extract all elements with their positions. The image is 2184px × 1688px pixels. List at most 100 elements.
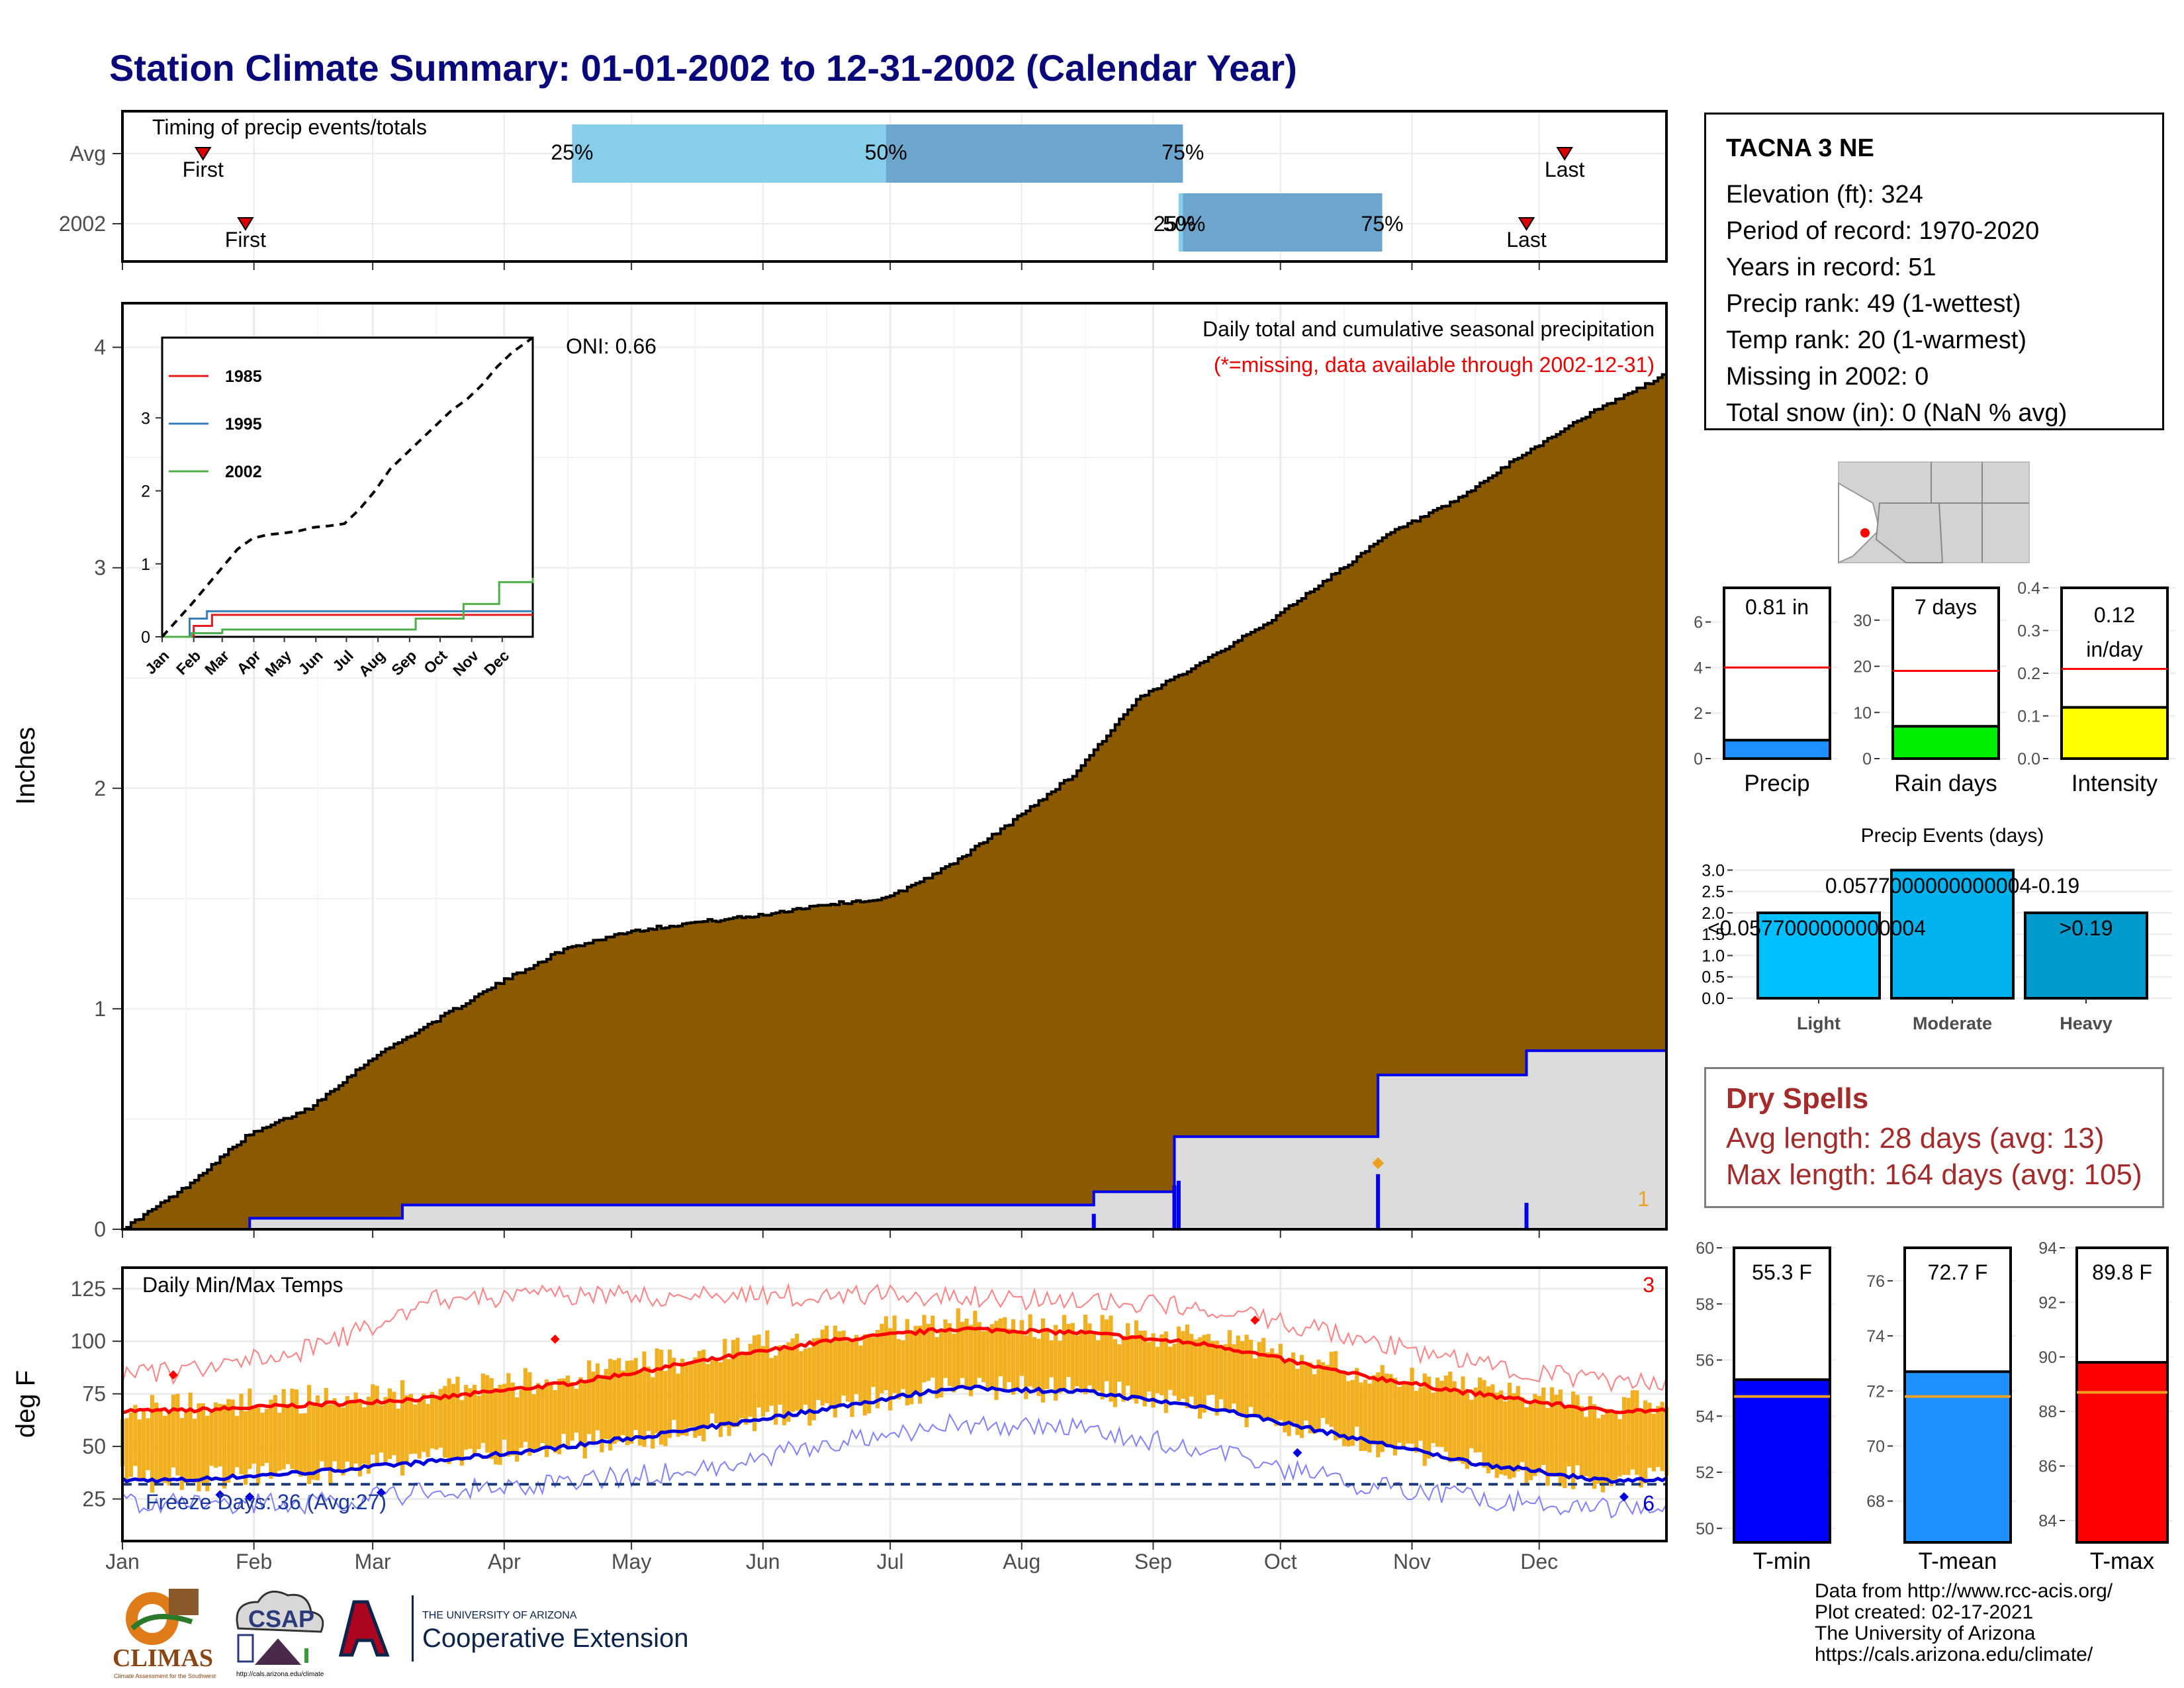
temps-daily-bar bbox=[1626, 1397, 1631, 1476]
oni-label: ONI: 0.66 bbox=[566, 334, 657, 358]
temps-daily-bar bbox=[1477, 1377, 1482, 1452]
temps-daily-bar bbox=[854, 1335, 859, 1394]
temps-daily-bar bbox=[205, 1415, 210, 1491]
temps-daily-bar bbox=[829, 1343, 833, 1407]
tempbar-ytick-label: 58 bbox=[1696, 1295, 1714, 1314]
temps-daily-bar bbox=[1533, 1393, 1537, 1476]
inset-frame bbox=[161, 336, 534, 638]
temps-daily-bar bbox=[1325, 1364, 1330, 1425]
temps-daily-bar bbox=[1334, 1351, 1338, 1440]
smallbar-ytick-label: 0.3 bbox=[2017, 622, 2040, 641]
temps-daily-bar bbox=[837, 1331, 842, 1408]
page-title: Station Climate Summary: 01-01-2002 to 1… bbox=[109, 47, 1297, 89]
temps-daily-bar bbox=[345, 1395, 349, 1462]
temps-daily-bar bbox=[341, 1407, 345, 1476]
precip-daily-bar bbox=[1524, 1203, 1529, 1229]
temps-daily-bar bbox=[1121, 1336, 1126, 1402]
temps-daily-bar bbox=[1202, 1335, 1206, 1413]
temps-daily-bar bbox=[1647, 1403, 1652, 1468]
month-label: Aug bbox=[1003, 1550, 1040, 1573]
temps-daily-bar bbox=[1380, 1365, 1385, 1452]
temps-daily-bar bbox=[1024, 1335, 1028, 1399]
temps-daily-bar bbox=[1469, 1399, 1474, 1448]
temps-daily-bar bbox=[1304, 1364, 1308, 1421]
temps-daily-bar bbox=[468, 1388, 473, 1449]
temps-daily-bar bbox=[1299, 1355, 1304, 1438]
temps-daily-bar bbox=[175, 1393, 180, 1476]
temps-daily-bar bbox=[1452, 1381, 1457, 1460]
temps-daily-bar bbox=[230, 1399, 235, 1476]
smallbar-ytick-label: 6 bbox=[1694, 614, 1703, 632]
temps-daily-bar bbox=[1104, 1319, 1109, 1382]
inset-ytick-label: 1 bbox=[141, 555, 150, 574]
temps-daily-bar bbox=[1278, 1344, 1283, 1421]
temps-daily-bar bbox=[332, 1398, 337, 1462]
events-xlabel: Light bbox=[1797, 1013, 1841, 1033]
temps-daily-bar bbox=[1176, 1326, 1181, 1401]
temps-daily-bar bbox=[663, 1371, 668, 1446]
temps-avg-max-line bbox=[122, 1326, 1668, 1415]
temps-daily-bar bbox=[163, 1415, 167, 1483]
temps-daily-bar bbox=[137, 1419, 142, 1479]
timing-avg-pct-label: 50% bbox=[865, 140, 907, 164]
temps-daily-bar bbox=[1651, 1413, 1656, 1472]
temps-daily-bar bbox=[498, 1384, 502, 1465]
temps-daily-bar bbox=[655, 1348, 659, 1434]
temps-daily-bar bbox=[1206, 1334, 1210, 1395]
temps-record-high-marker bbox=[168, 1370, 178, 1380]
temps-daily-bar bbox=[1045, 1329, 1050, 1389]
station-period: Period of record: 1970-2020 bbox=[1726, 217, 2040, 245]
map-ocean bbox=[1838, 482, 1881, 564]
temps-record-low-marker bbox=[1293, 1448, 1302, 1458]
tempbar-ytick-label: 84 bbox=[2038, 1512, 2057, 1530]
temps-daily-bar bbox=[1461, 1376, 1465, 1464]
temps-daily-bar bbox=[1575, 1395, 1580, 1466]
tempbar-ytick-label: 92 bbox=[2038, 1293, 2057, 1312]
temps-daily-bar bbox=[426, 1403, 430, 1458]
dry-spells-box: Dry Spells Avg length: 28 days (avg: 13)… bbox=[1704, 1067, 2164, 1208]
timing-row-2002: 2002 bbox=[59, 212, 106, 236]
temps-record-high-marker bbox=[1250, 1315, 1260, 1325]
events-title: Precip Events (days) bbox=[1861, 825, 2044, 847]
tempbar-ytick-label: 56 bbox=[1696, 1352, 1714, 1370]
temps-daily-bar bbox=[260, 1413, 265, 1466]
temps-daily-bar bbox=[328, 1404, 333, 1485]
timing-2002-pct-label: 50% bbox=[1163, 212, 1205, 236]
temps-daily-bar bbox=[1596, 1418, 1601, 1484]
temps-daily-bar bbox=[616, 1358, 621, 1442]
temps-daily-bar bbox=[570, 1382, 574, 1441]
temps-daily-bar bbox=[952, 1333, 956, 1393]
smallbar-ytick-label: 20 bbox=[1853, 658, 1872, 677]
temps-daily-bar bbox=[1210, 1340, 1215, 1395]
temps-daily-bar bbox=[1482, 1380, 1486, 1468]
temps-daily-bar bbox=[786, 1342, 791, 1422]
temps-ytick-label: 25 bbox=[82, 1487, 106, 1511]
temps-daily-bar bbox=[989, 1324, 995, 1389]
temps-daily-bar bbox=[943, 1319, 948, 1378]
temps-daily-bar bbox=[774, 1355, 778, 1425]
timing-avg-pct-label: 25% bbox=[551, 140, 593, 164]
temps-daily-bar bbox=[218, 1403, 222, 1467]
temps-daily-bar bbox=[1312, 1374, 1317, 1434]
temps-daily-bar bbox=[1359, 1382, 1363, 1452]
temps-daily-bar bbox=[477, 1395, 481, 1450]
temps-daily-bar bbox=[917, 1325, 923, 1404]
temps-daily-bar bbox=[1418, 1387, 1423, 1441]
timing-2002-first-label: First bbox=[225, 228, 266, 252]
temps-daily-bar bbox=[1083, 1315, 1088, 1395]
temps-daily-bar bbox=[790, 1338, 795, 1412]
temps-count-low: 6 bbox=[1643, 1491, 1655, 1515]
temps-record-low-marker bbox=[215, 1490, 225, 1500]
temps-daily-bar bbox=[587, 1360, 592, 1434]
temps-daily-bar bbox=[362, 1407, 367, 1464]
temps-daily-bar bbox=[251, 1405, 256, 1464]
temps-daily-bar bbox=[727, 1358, 731, 1436]
precip-ytick-label: 2 bbox=[94, 776, 106, 800]
temps-daily-bar bbox=[1265, 1352, 1270, 1418]
tempbar-ytick-label: 52 bbox=[1696, 1464, 1714, 1482]
temps-daily-bar bbox=[320, 1403, 324, 1462]
temps-daily-bar bbox=[222, 1404, 227, 1489]
temps-daily-bar bbox=[158, 1410, 163, 1479]
temps-daily-bar bbox=[1011, 1319, 1016, 1395]
